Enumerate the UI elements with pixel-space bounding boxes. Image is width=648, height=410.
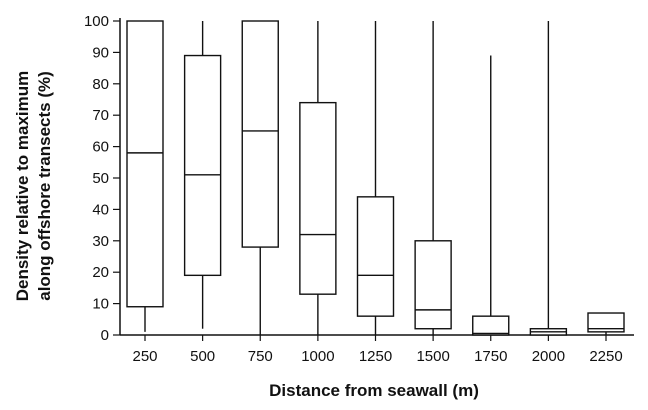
box-group-750 (241, 20, 279, 335)
x-tick-label: 1500 (416, 348, 449, 365)
y-axis-title-line-1: Density relative to maximum (13, 71, 32, 302)
iqr-box (414, 240, 452, 330)
x-tick-label: 1750 (474, 348, 507, 365)
y-tick-label: 90 (92, 44, 109, 61)
iqr-box (299, 101, 337, 295)
box-group-1000 (299, 21, 337, 335)
x-tick-label: 1000 (301, 348, 334, 365)
x-tick-label: 500 (190, 348, 215, 365)
y-axis-ticks: 0 10 20 30 40 50 60 70 80 90 100 (84, 13, 120, 344)
x-axis-title: Distance from seawall (m) (269, 381, 479, 400)
iqr-box (356, 196, 395, 317)
y-tick-label: 30 (92, 233, 109, 250)
x-axis-ticks: 250 500 750 1000 1250 1500 1750 2000 2250 (132, 335, 623, 365)
y-tick-label: 20 (92, 264, 109, 281)
iqr-box (183, 54, 222, 277)
box-group-1500 (414, 21, 452, 335)
y-tick-label: 80 (92, 76, 109, 93)
box-group-1750 (472, 55, 510, 336)
box-group-1250 (356, 21, 395, 335)
y-tick-label: 70 (92, 107, 109, 124)
iqr-box (126, 20, 164, 308)
box-group-2000 (529, 21, 568, 336)
y-tick-label: 60 (92, 139, 109, 156)
box-group-250 (126, 20, 164, 332)
y-tick-label: 10 (92, 296, 109, 313)
box-group-500 (183, 21, 222, 329)
iqr-box (241, 20, 279, 248)
iqr-box (472, 315, 510, 336)
y-tick-label: 0 (101, 327, 109, 344)
iqr-box (587, 312, 625, 333)
x-tick-label: 2250 (589, 348, 622, 365)
y-tick-label: 100 (84, 13, 109, 30)
y-tick-label: 50 (92, 170, 109, 187)
x-tick-label: 250 (132, 348, 157, 365)
x-tick-label: 1250 (359, 348, 392, 365)
box-group-2250 (587, 312, 625, 335)
y-axis-title-line-2: along offshore transects (%) (35, 71, 54, 301)
box-series (126, 20, 625, 336)
y-tick-label: 40 (92, 201, 109, 218)
x-tick-label: 750 (248, 348, 273, 365)
x-tick-label: 2000 (532, 348, 565, 365)
